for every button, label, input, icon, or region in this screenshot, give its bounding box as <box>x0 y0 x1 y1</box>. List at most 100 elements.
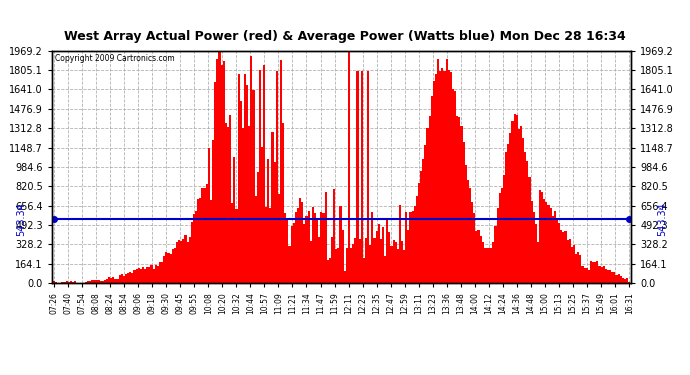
Bar <box>314 213 316 283</box>
Bar <box>180 241 182 283</box>
Bar <box>269 207 271 283</box>
Bar <box>582 266 584 283</box>
Bar <box>446 59 448 283</box>
Bar <box>373 238 375 283</box>
Bar <box>193 214 195 283</box>
Bar <box>628 282 630 283</box>
Bar <box>172 249 174 283</box>
Bar <box>316 219 318 283</box>
Bar <box>144 268 146 283</box>
Bar <box>480 236 482 283</box>
Bar <box>580 255 582 283</box>
Bar <box>433 81 435 283</box>
Bar <box>85 282 87 283</box>
Bar <box>157 266 159 283</box>
Bar <box>369 244 371 283</box>
Bar <box>322 213 324 283</box>
Bar <box>564 231 566 283</box>
Bar <box>159 262 161 283</box>
Bar <box>241 129 244 283</box>
Bar <box>513 114 515 283</box>
Bar <box>499 194 501 283</box>
Bar <box>477 230 480 283</box>
Bar <box>250 56 253 283</box>
Bar <box>329 258 331 283</box>
Bar <box>248 126 250 283</box>
Bar <box>178 240 180 283</box>
Bar <box>365 238 367 283</box>
Bar <box>442 68 444 283</box>
Bar <box>170 254 172 283</box>
Bar <box>488 248 490 283</box>
Bar <box>547 205 550 283</box>
Bar <box>302 202 304 283</box>
Bar <box>125 274 127 283</box>
Bar <box>622 278 624 283</box>
Bar <box>68 282 70 283</box>
Bar <box>104 280 106 283</box>
Bar <box>543 199 545 283</box>
Bar <box>420 171 422 283</box>
Bar <box>584 268 586 283</box>
Bar <box>212 140 214 283</box>
Bar <box>206 184 208 283</box>
Bar <box>522 138 524 283</box>
Bar <box>541 192 543 283</box>
Bar <box>216 59 219 283</box>
Bar <box>318 237 320 283</box>
Bar <box>331 237 333 283</box>
Bar <box>464 165 467 283</box>
Bar <box>524 152 526 283</box>
Bar <box>72 282 74 283</box>
Bar <box>274 162 276 283</box>
Bar <box>246 85 248 283</box>
Bar <box>342 230 344 283</box>
Bar <box>333 189 335 283</box>
Bar <box>426 128 428 283</box>
Bar <box>152 269 155 283</box>
Bar <box>261 147 263 283</box>
Bar <box>361 70 363 283</box>
Bar <box>97 280 99 283</box>
Bar <box>210 200 212 283</box>
Bar <box>310 241 312 283</box>
Bar <box>609 270 611 283</box>
Bar <box>380 238 382 283</box>
Bar <box>276 71 278 283</box>
Bar <box>409 212 412 283</box>
Bar <box>382 227 384 283</box>
Bar <box>401 242 403 283</box>
Bar <box>229 115 231 283</box>
Bar <box>388 232 391 283</box>
Bar <box>537 242 539 283</box>
Bar <box>484 248 486 283</box>
Bar <box>573 244 575 283</box>
Bar <box>188 237 191 283</box>
Bar <box>454 91 456 283</box>
Bar <box>136 269 138 283</box>
Bar <box>182 239 184 283</box>
Bar <box>444 70 446 283</box>
Bar <box>161 262 164 283</box>
Bar <box>495 226 497 283</box>
Bar <box>618 274 620 283</box>
Bar <box>199 198 201 283</box>
Bar <box>611 272 613 283</box>
Bar <box>471 202 473 283</box>
Bar <box>176 242 178 283</box>
Bar <box>219 51 221 283</box>
Bar <box>106 279 108 283</box>
Bar <box>626 278 628 283</box>
Bar <box>448 70 450 283</box>
Bar <box>197 199 199 283</box>
Bar <box>503 176 505 283</box>
Bar <box>550 208 552 283</box>
Bar <box>146 267 148 283</box>
Bar <box>590 261 592 283</box>
Bar <box>357 70 359 283</box>
Bar <box>556 219 558 283</box>
Bar <box>284 213 286 283</box>
Bar <box>255 196 257 283</box>
Bar <box>138 268 140 283</box>
Bar <box>127 273 129 283</box>
